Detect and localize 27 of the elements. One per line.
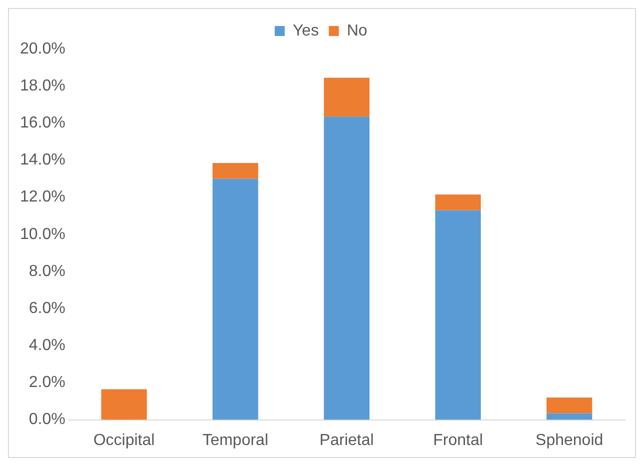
bar [546,413,592,420]
bar [435,210,481,420]
y-tick-label: 0.0% [28,411,66,428]
y-tick-label: 6.0% [28,300,66,317]
y-tick-label: 16.0% [20,114,66,132]
y-tick-label: 4.0% [28,337,66,354]
y-tick-label: 2.0% [28,374,66,392]
y-tick-label: 20.0% [20,40,66,58]
x-tick-label: Sphenoid [536,432,604,449]
y-tick-label: 18.0% [20,77,66,94]
x-tick-label: Occipital [93,432,155,449]
y-tick-label: 10.0% [20,226,66,243]
bar [324,116,370,420]
y-tick-label: 12.0% [20,188,66,206]
x-tick-label: Frontal [433,432,483,449]
y-tick-label: 14.0% [20,152,66,169]
bar [212,178,258,420]
bar [435,194,481,210]
bar [212,163,258,179]
bar [324,78,370,117]
bar [546,398,592,414]
legend-label: Yes [292,22,319,40]
legend-label: No [346,22,368,40]
bar [101,389,147,420]
y-tick-label: 8.0% [28,262,66,280]
x-tick-label: Parietal [320,432,374,449]
x-tick-label: Temporal [202,432,268,449]
